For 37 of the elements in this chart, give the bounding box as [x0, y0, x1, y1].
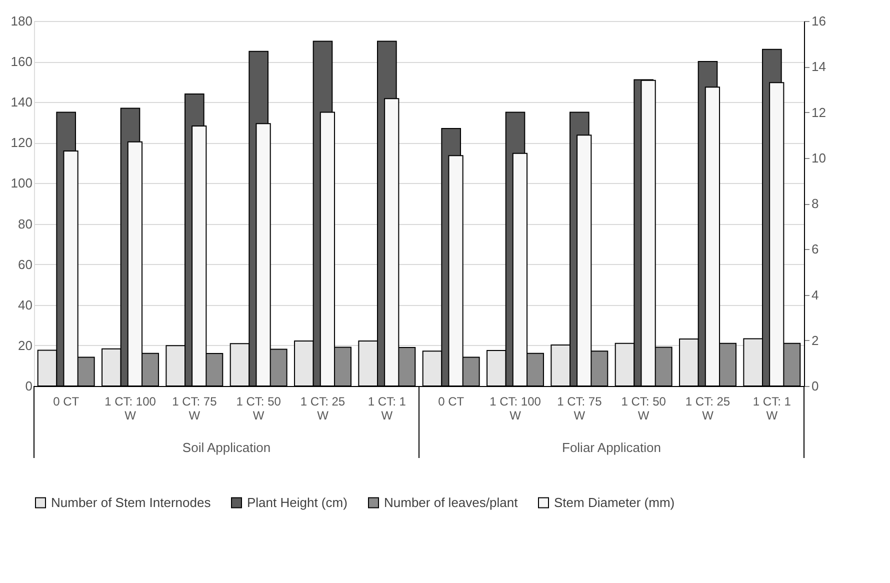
y-tick-label: 140 — [10, 94, 32, 110]
text: Soil Application — [182, 440, 271, 455]
y-tick-label: 20 — [18, 338, 32, 353]
x-tick-label: 1 CT: 100 W — [104, 394, 156, 422]
y-tick-label: 180 — [10, 14, 32, 28]
x-tick-label: 1 CT: 25 W — [300, 394, 346, 422]
x-tick-label: 1 CT: 1 W — [752, 394, 792, 422]
text: Foliar Application — [562, 440, 661, 455]
legend-label: Stem Diameter (mm) — [554, 494, 675, 510]
y-tick-label: 120 — [10, 135, 32, 150]
x-tick-label: 1 CT: 100 W — [490, 394, 542, 422]
y2-tick-label: 12 — [812, 104, 826, 120]
legend-label: Number of leaves/plant — [384, 494, 518, 510]
y2-tick-label: 16 — [812, 14, 826, 28]
y2-tick-label: 10 — [812, 150, 826, 166]
y2-tick-label: 4 — [812, 287, 819, 302]
x-tick-label: 1 CT: 75 W — [557, 394, 602, 422]
y2-tick-label: 8 — [812, 196, 819, 211]
y2-tick-label: 2 — [812, 332, 819, 348]
y2-tick-label: 14 — [812, 59, 826, 74]
y-tick-label: 40 — [18, 297, 32, 312]
y2-tick-label: 6 — [812, 242, 819, 257]
x-tick-label: 1 CT: 75 W — [172, 394, 218, 422]
x-tick-label: 1 CT: 1 W — [368, 394, 406, 422]
y-tick-label: 60 — [18, 256, 32, 272]
y2-tick-label: 0 — [812, 378, 819, 394]
legend-label: Plant Height (cm) — [247, 494, 348, 510]
y-tick-label: 100 — [10, 176, 32, 191]
x-tick-label: 0 CT — [438, 394, 465, 408]
x-tick-label: 1 CT: 50 W — [236, 394, 282, 422]
y-tick-label: 160 — [10, 54, 32, 70]
x-tick-label: 0 CT — [53, 394, 80, 408]
y-tick-label: 0 — [25, 378, 32, 394]
y-tick-label: 80 — [18, 216, 32, 232]
legend-label: Number of Stem Internodes — [51, 494, 212, 510]
x-tick-label: 1 CT: 25 W — [685, 394, 730, 422]
x-tick-label: 1 CT: 50 W — [621, 394, 666, 422]
